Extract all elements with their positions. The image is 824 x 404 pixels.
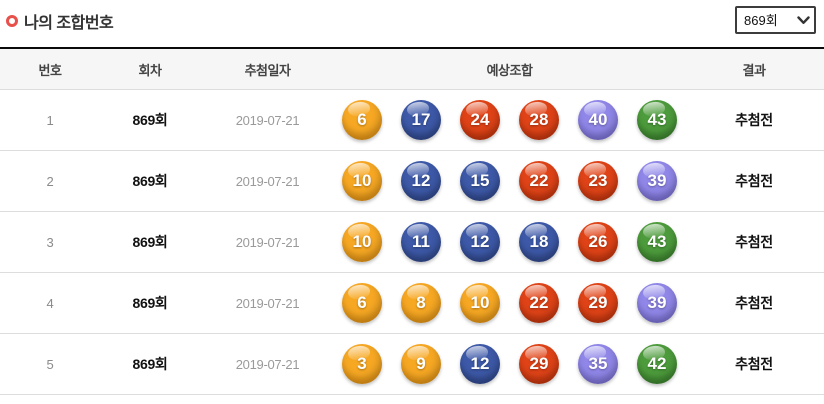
lotto-ball: 10 [342,222,382,262]
row-round: 869회 [132,356,168,372]
table-row: 4 869회 2019-07-21 6 8 10 22 29 39 추첨전 [0,273,824,334]
ball-group: 6 17 24 28 40 43 [335,100,684,140]
lotto-ball: 29 [519,344,559,384]
lotto-ball: 43 [637,100,677,140]
lotto-ball: 29 [578,283,618,323]
lotto-ball: 28 [519,100,559,140]
table-row: 1 869회 2019-07-21 6 17 24 28 40 43 추첨전 [0,90,824,151]
table-row: 2 869회 2019-07-21 10 12 15 22 23 39 추첨전 [0,151,824,212]
row-result: 추첨전 [735,173,773,189]
page-title: 나의 조합번호 [24,15,114,32]
lotto-ball: 40 [578,100,618,140]
ball-group: 3 9 12 29 35 42 [335,344,684,384]
ball-group: 10 12 15 22 23 39 [335,161,684,201]
row-result: 추첨전 [735,112,773,128]
lotto-ball: 22 [519,161,559,201]
table-body: 1 869회 2019-07-21 6 17 24 28 40 43 추첨전 2 869회… [0,90,824,395]
row-result: 추첨전 [735,356,773,372]
row-number: 4 [46,295,54,311]
round-select-wrap: 869회 [735,6,816,34]
lotto-ball: 24 [460,100,500,140]
lotto-ball: 43 [637,222,677,262]
column-header-draw-date: 추첨일자 [244,62,291,78]
lotto-ball: 11 [401,222,441,262]
row-round: 869회 [132,112,168,128]
page-header: 나의 조합번호 869회 [0,0,824,49]
lotto-ball: 23 [578,161,618,201]
column-header-result: 결과 [742,62,766,78]
lotto-ball: 35 [578,344,618,384]
lotto-ball: 12 [460,344,500,384]
lotto-ball: 18 [519,222,559,262]
title-wrap: 나의 조합번호 [6,6,114,33]
row-round: 869회 [132,234,168,250]
row-result: 추첨전 [735,295,773,311]
row-date: 2019-07-21 [235,173,300,189]
lotto-ball: 9 [401,344,441,384]
row-number: 3 [46,234,54,250]
lotto-ball: 26 [578,222,618,262]
lotto-ball: 8 [401,283,441,323]
lotto-ball: 10 [342,161,382,201]
row-number: 1 [46,112,54,128]
table-row: 5 869회 2019-07-21 3 9 12 29 35 42 추첨전 [0,334,824,395]
column-header-combination: 예상조합 [486,62,533,78]
lotto-ball: 6 [342,100,382,140]
red-ring-bullet-icon [6,15,18,27]
lotto-ball: 22 [519,283,559,323]
lotto-ball: 39 [637,283,677,323]
lotto-ball: 3 [342,344,382,384]
row-number: 5 [46,356,54,372]
lotto-ball: 10 [460,283,500,323]
row-date: 2019-07-21 [235,356,300,372]
lotto-ball: 12 [460,222,500,262]
table-header-row: 번호 회차 추첨일자 예상조합 결과 [0,49,824,90]
row-number: 2 [46,173,54,189]
row-date: 2019-07-21 [235,234,300,250]
lotto-ball: 6 [342,283,382,323]
ball-group: 10 11 12 18 26 43 [335,222,684,262]
table-row: 3 869회 2019-07-21 10 11 12 18 26 43 추첨전 [0,212,824,273]
column-header-number: 번호 [38,62,62,78]
column-header-round: 회차 [138,62,162,78]
row-date: 2019-07-21 [235,295,300,311]
row-result: 추첨전 [735,234,773,250]
lotto-ball: 42 [637,344,677,384]
lotto-ball: 17 [401,100,441,140]
row-round: 869회 [132,173,168,189]
round-select[interactable]: 869회 [735,6,816,34]
row-round: 869회 [132,295,168,311]
lotto-ball: 39 [637,161,677,201]
ball-group: 6 8 10 22 29 39 [335,283,684,323]
lotto-ball: 15 [460,161,500,201]
row-date: 2019-07-21 [235,112,300,128]
lotto-ball: 12 [401,161,441,201]
